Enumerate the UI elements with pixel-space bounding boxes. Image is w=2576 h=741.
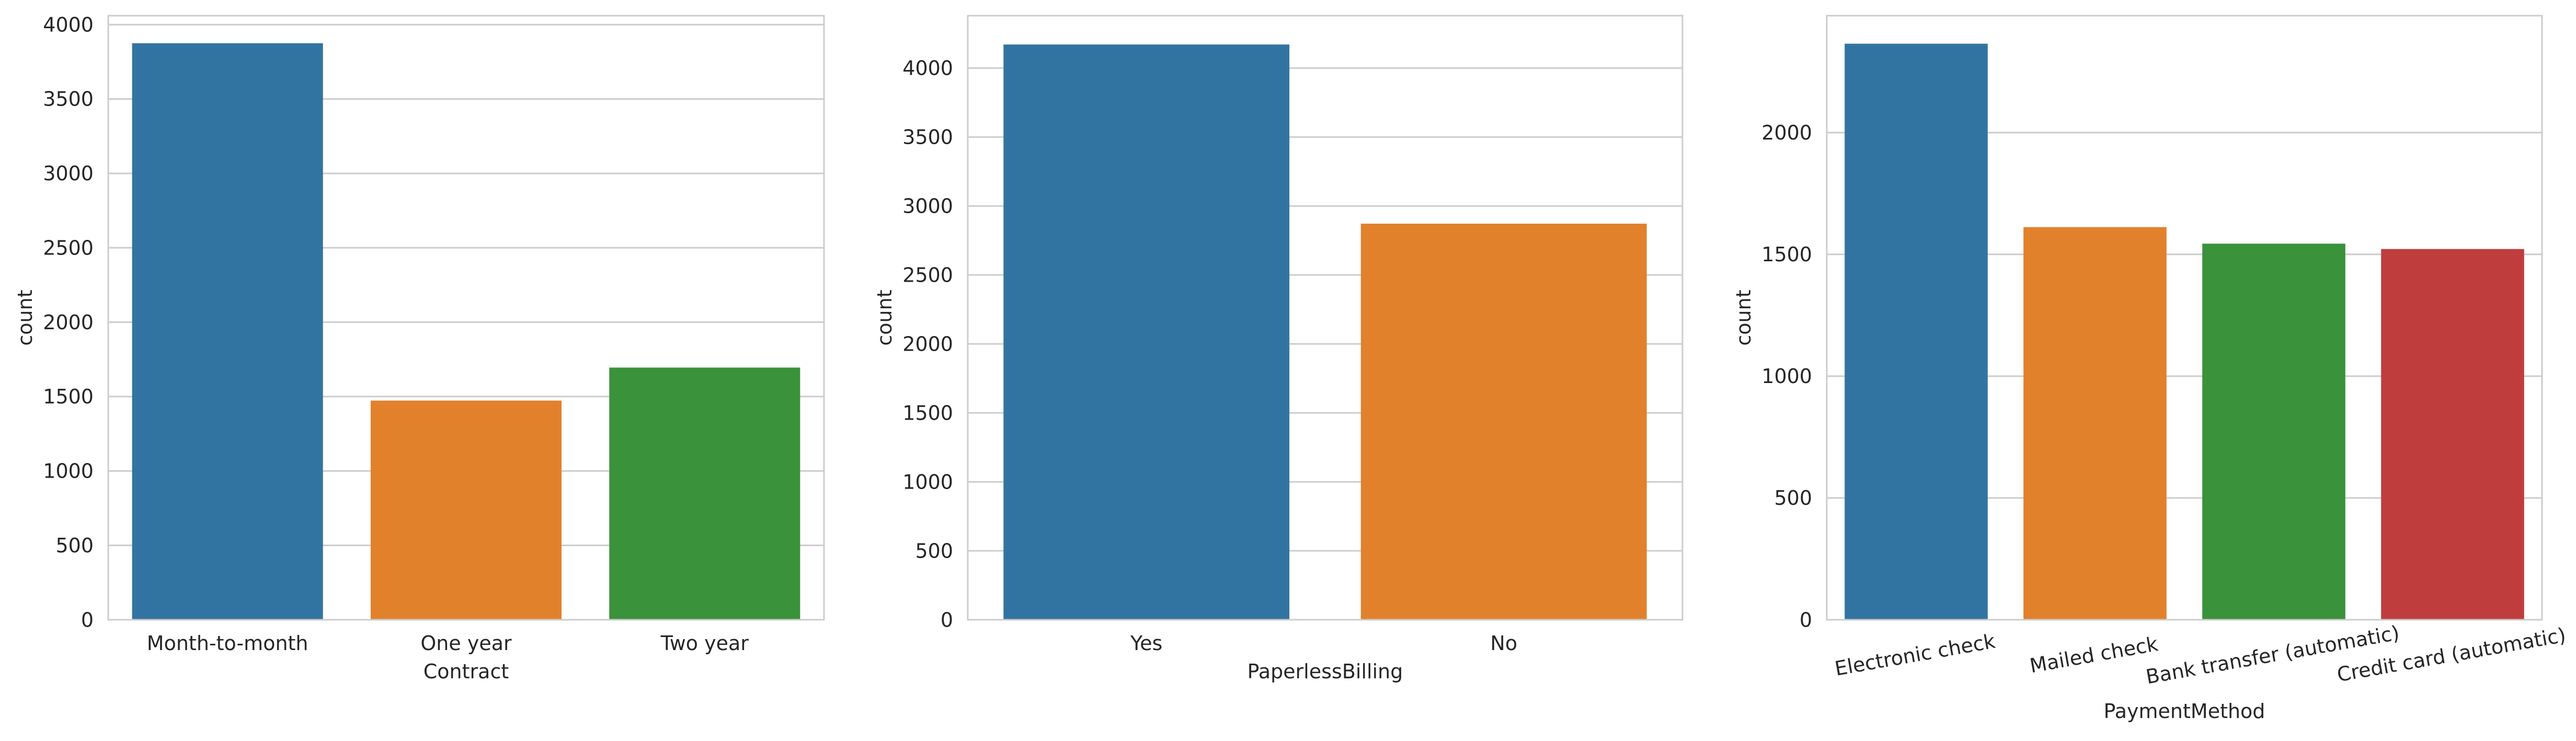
- x-axis-label: PaperlessBilling: [1247, 660, 1403, 683]
- x-tick-label: Yes: [1130, 632, 1162, 655]
- y-tick-label: 2000: [43, 311, 94, 334]
- y-tick-label: 4000: [902, 57, 953, 80]
- x-tick-label: Mailed check: [2028, 632, 2160, 677]
- bar-yes: [1003, 44, 1290, 620]
- bar-no: [1360, 224, 1647, 620]
- y-tick-label: 2500: [43, 236, 94, 259]
- y-tick-label: 3500: [902, 126, 953, 149]
- x-tick-label: Electronic check: [1833, 630, 1997, 680]
- y-tick-label: 0: [941, 608, 953, 631]
- y-tick-label: 1000: [43, 460, 94, 483]
- bar-credit-card-automatic: [2381, 249, 2524, 620]
- x-tick-label: Two year: [660, 632, 749, 655]
- bar-month-to-month: [132, 43, 323, 620]
- y-axis-label: count: [1732, 290, 1755, 345]
- subplot-payment-method: 0 500 1000 1500 2000 Electronic check Mailed c…: [1732, 15, 2568, 723]
- x-tick-label: No: [1490, 632, 1517, 655]
- y-tick-label: 3000: [902, 195, 953, 218]
- y-tick-label: 0: [81, 608, 94, 631]
- y-tick-label: 2000: [902, 332, 953, 355]
- y-tick-label: 1500: [43, 385, 94, 408]
- bar-bank-transfer-automatic: [2202, 244, 2345, 620]
- y-tick-label: 500: [55, 534, 94, 557]
- bar-two-year: [609, 367, 800, 620]
- y-tick-label: 1500: [1761, 243, 1812, 266]
- y-axis-label: count: [873, 290, 896, 345]
- y-tick-label: 1500: [902, 401, 953, 424]
- y-tick-label: 3000: [43, 162, 94, 185]
- bar-electronic-check: [1845, 43, 1988, 620]
- x-axis-label: Contract: [423, 660, 509, 683]
- y-tick-label: 2000: [1761, 121, 1812, 144]
- axes-frame: [967, 15, 1684, 621]
- y-axis-label: count: [14, 290, 37, 345]
- x-tick-label: Month-to-month: [147, 632, 308, 655]
- bar-mailed-check: [2023, 227, 2167, 620]
- x-tick-label: One year: [420, 632, 512, 655]
- y-tick-label: 3500: [43, 88, 94, 111]
- y-tick-label: 1000: [1761, 365, 1812, 388]
- y-tick-label: 500: [915, 539, 953, 562]
- y-tick-label: 4000: [43, 13, 94, 36]
- subplot-paperless-billing: 0 500 1000 1500 2000 2500 3000 3500 4000 Yes No Pap…: [873, 15, 1684, 683]
- subplot-contract: 0 500 1000 1500 2000 2500 3000 3500 4000 Month-to…: [14, 13, 825, 683]
- axes-frame: [107, 15, 825, 621]
- bar-one-year: [370, 400, 562, 620]
- y-tick-label: 2500: [902, 263, 953, 286]
- y-tick-label: 0: [1800, 608, 1812, 631]
- y-tick-label: 500: [1774, 487, 1812, 510]
- x-axis-label: PaymentMethod: [2104, 700, 2265, 723]
- y-tick-label: 1000: [902, 470, 953, 493]
- axes-frame: [1826, 15, 2543, 621]
